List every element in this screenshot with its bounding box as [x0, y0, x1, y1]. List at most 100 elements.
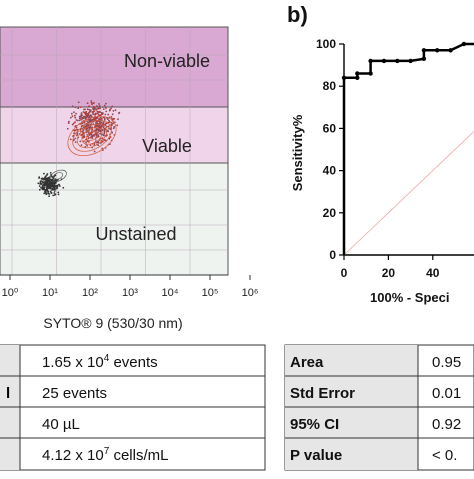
gate-unstained	[0, 163, 228, 275]
left-table-value-2: 25 events	[42, 385, 107, 402]
right-table-label-ci: 95% CI	[290, 416, 339, 433]
flow-event-point	[83, 122, 85, 124]
roc-x-tick-label: 20	[382, 266, 396, 280]
flow-event-point	[73, 111, 75, 113]
roc-point	[368, 71, 372, 75]
flow-event-point	[68, 122, 70, 124]
flow-event-point	[90, 114, 92, 116]
right-table-label-std-error: Std Error	[290, 385, 355, 402]
flow-x-tick-label: 10⁶	[242, 287, 259, 299]
flow-unstained-point	[50, 172, 52, 174]
flow-event-point	[88, 141, 90, 143]
flow-event-point	[101, 114, 103, 116]
flow-event-point	[72, 115, 74, 117]
flow-event-point	[103, 108, 105, 110]
right-table-label-p-value: P value	[290, 447, 342, 464]
flow-x-tick-label: 10⁴	[162, 287, 179, 299]
flow-unstained-point	[52, 189, 54, 191]
flow-event-point	[91, 103, 93, 105]
flow-unstained-point	[46, 188, 48, 190]
flow-event-point	[100, 126, 102, 128]
flow-event-point	[74, 121, 76, 123]
flow-unstained-point	[47, 185, 49, 187]
flow-event-point	[102, 106, 104, 108]
flow-event-point	[98, 131, 100, 133]
right-table-value-area: 0.95	[432, 354, 461, 371]
roc-axes: 020406080100020406	[316, 37, 474, 280]
gate-label-non-viable: Non-viable	[124, 51, 210, 71]
flow-event-point	[117, 118, 119, 120]
flow-unstained-point	[43, 187, 45, 189]
roc-point	[422, 57, 426, 61]
flow-event-point	[75, 141, 77, 143]
left-table-row-3: 40 µL	[42, 416, 80, 433]
flow-x-axis-label: SYTO® 9 (530/30 nm)	[43, 315, 182, 331]
flow-event-point	[96, 128, 98, 130]
roc-chart: b) Sensitivity% 020406080100020406 100% …	[287, 2, 474, 305]
flow-event-point	[105, 107, 107, 109]
flow-event-point	[73, 130, 75, 132]
flow-unstained-point	[54, 190, 56, 192]
right-table-label-area: Area	[290, 354, 324, 371]
flow-event-point	[74, 117, 76, 119]
flow-event-point	[87, 102, 89, 104]
flow-unstained-point	[43, 178, 45, 180]
flow-event-point	[87, 136, 89, 138]
flow-event-point	[95, 113, 97, 115]
roc-y-tick-label: 20	[323, 206, 337, 220]
roc-x-tick-label: 0	[341, 266, 348, 280]
flow-event-point	[70, 139, 72, 141]
flow-event-point	[90, 100, 92, 102]
flow-event-point	[115, 109, 117, 111]
flow-event-point	[81, 144, 83, 146]
flow-event-point	[91, 111, 93, 113]
flow-event-point	[88, 109, 90, 111]
flow-unstained-point	[42, 181, 44, 183]
flow-event-point	[99, 133, 101, 135]
roc-y-axis-label: Sensitivity%	[290, 114, 305, 191]
flow-unstained-point	[55, 193, 57, 195]
flow-event-point	[118, 112, 120, 114]
flow-event-point	[78, 101, 80, 103]
flow-event-point	[93, 114, 95, 116]
flow-event-point	[110, 122, 112, 124]
flow-event-point	[107, 129, 109, 131]
flow-x-tick-label: 10³	[122, 287, 138, 299]
flow-event-point	[88, 137, 90, 139]
flow-event-point	[73, 132, 75, 134]
flow-event-point	[75, 113, 77, 115]
flow-event-point	[108, 126, 110, 128]
flow-unstained-point	[45, 178, 47, 180]
flow-unstained-point	[52, 195, 54, 197]
flow-event-point	[72, 105, 74, 107]
flow-event-point	[99, 119, 101, 121]
roc-point	[448, 48, 452, 52]
roc-point	[355, 76, 359, 80]
flow-unstained-point	[47, 173, 49, 175]
flow-unstained-point	[57, 192, 59, 194]
flow-event-point	[88, 134, 90, 136]
roc-point	[395, 59, 399, 63]
roc-point	[382, 59, 386, 63]
flow-event-point	[93, 106, 95, 108]
flow-x-tick-label: 10²	[82, 287, 98, 299]
flow-event-point	[80, 116, 82, 118]
flow-event-point	[88, 105, 90, 107]
flow-unstained-point	[41, 183, 43, 185]
flow-event-point	[104, 114, 106, 116]
flow-unstained-point	[48, 195, 50, 197]
flow-event-point	[95, 126, 97, 128]
flow-event-point	[81, 113, 83, 115]
roc-y-tick-label: 60	[323, 121, 337, 135]
flow-event-point	[104, 140, 106, 142]
flow-unstained-point	[39, 189, 41, 191]
flow-event-point	[85, 111, 87, 113]
roc-x-axis-label: 100% - Speci	[370, 290, 450, 305]
flow-event-point	[79, 141, 81, 143]
flow-event-point	[99, 111, 101, 113]
flow-event-point	[91, 137, 93, 139]
flow-event-point	[72, 124, 74, 126]
flow-event-point	[113, 110, 115, 112]
